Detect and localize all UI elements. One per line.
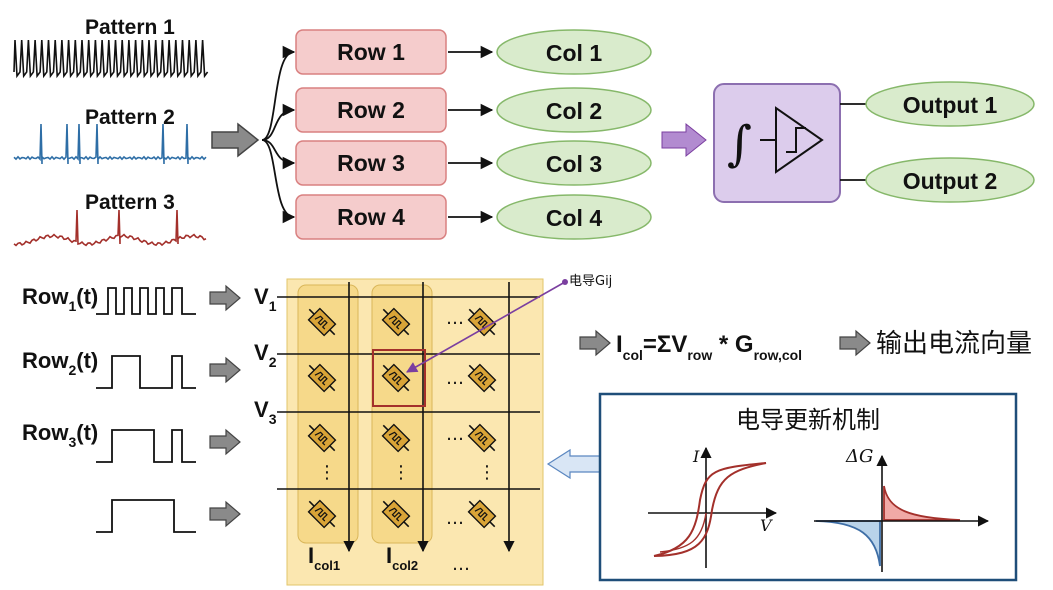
equation-arrow-icon bbox=[579, 329, 611, 357]
svg-text:Output 1: Output 1 bbox=[903, 92, 998, 118]
to-integrator-arrow-icon bbox=[661, 122, 707, 158]
row2-pulse-train bbox=[96, 355, 196, 389]
voltage-labels: V1 V2 V3 bbox=[254, 284, 277, 427]
row-box-3: Row 3 bbox=[295, 140, 447, 186]
svg-text:V2: V2 bbox=[254, 340, 277, 370]
crossbar-wires bbox=[277, 282, 540, 553]
svg-text:Row 1: Row 1 bbox=[337, 39, 405, 65]
svg-text:…: … bbox=[446, 508, 464, 529]
row2-arrow-icon bbox=[209, 356, 241, 384]
integrator-comparator-block: ∫ bbox=[713, 83, 841, 203]
memristor-device-r4-c2 bbox=[381, 499, 411, 529]
row-box-4: Row 4 bbox=[295, 194, 447, 240]
svg-text:Col 1: Col 1 bbox=[546, 40, 602, 66]
memristor-device-r1-c1 bbox=[307, 307, 337, 337]
svg-text:V: V bbox=[760, 516, 773, 535]
svg-text:Icol2: Icol2 bbox=[386, 543, 418, 573]
fan-out-lines bbox=[261, 45, 296, 224]
svg-text:Output 2: Output 2 bbox=[903, 168, 998, 194]
pattern-1-spike-train bbox=[13, 39, 209, 79]
svg-text:Col 4: Col 4 bbox=[546, 205, 602, 231]
svg-text:Col 2: Col 2 bbox=[546, 98, 602, 124]
svg-text:…: … bbox=[446, 308, 464, 329]
col-ellipse-4: Col 4 bbox=[496, 194, 652, 240]
memristor-device-r1-c3 bbox=[467, 307, 497, 337]
pattern-3-label: Pattern 3 bbox=[85, 191, 175, 214]
output-current-vector-label: 输出电流向量 bbox=[876, 329, 1032, 359]
svg-text:I: I bbox=[692, 447, 700, 466]
memristor-device-r3-c3 bbox=[467, 423, 497, 453]
memristor-device-r3-c1 bbox=[307, 423, 337, 453]
row4-pulse bbox=[96, 499, 196, 533]
output-ellipse-2: Output 2 bbox=[865, 157, 1035, 203]
pattern-1-label: Pattern 1 bbox=[85, 16, 175, 39]
feedback-arrow-icon bbox=[546, 448, 601, 480]
memristor-device-r4-c1 bbox=[307, 499, 337, 529]
col-ellipse-3: Col 3 bbox=[496, 140, 652, 186]
svg-text:…: … bbox=[452, 554, 470, 575]
svg-text:Row1(t): Row1(t) bbox=[22, 284, 98, 314]
svg-text:Row3(t): Row3(t) bbox=[22, 420, 98, 450]
pattern-3-spike-train bbox=[13, 209, 207, 247]
svg-text:…: … bbox=[446, 424, 464, 445]
comparator-icon bbox=[760, 106, 824, 174]
conductance-label: 电导Gij bbox=[569, 274, 612, 289]
col-ellipse-1: Col 1 bbox=[496, 29, 652, 75]
memristor-devices bbox=[307, 307, 497, 529]
output-ellipse-1: Output 1 bbox=[865, 81, 1035, 127]
svg-text:⋮: ⋮ bbox=[478, 462, 496, 483]
svg-text:V3: V3 bbox=[254, 397, 277, 427]
row-to-col-arrows bbox=[448, 45, 494, 224]
row1-arrow-icon bbox=[209, 284, 241, 312]
svg-text:⋮: ⋮ bbox=[318, 462, 336, 483]
iv-hysteresis-plot: I V bbox=[648, 446, 778, 568]
output-vector-arrow-icon bbox=[839, 329, 871, 357]
memristor-device-r2-c1 bbox=[307, 363, 337, 393]
row1-input-label: Row1(t) bbox=[22, 284, 98, 314]
conductance-change-plot: ΔG bbox=[814, 446, 990, 572]
crossbar-ellipsis: … … … … ⋮ ⋮ ⋮ … bbox=[318, 308, 496, 575]
memristor-device-r2-c3 bbox=[467, 363, 497, 393]
integrator-output-lines bbox=[840, 103, 866, 181]
svg-text:Col 3: Col 3 bbox=[546, 151, 602, 177]
row3-arrow-icon bbox=[209, 428, 241, 456]
svg-text:Row 3: Row 3 bbox=[337, 150, 405, 176]
update-panel-title: 电导更新机制 bbox=[736, 406, 880, 434]
memristor-device-r3-c2 bbox=[381, 423, 411, 453]
col-ellipse-2: Col 2 bbox=[496, 87, 652, 133]
svg-text:ΔG: ΔG bbox=[845, 446, 873, 467]
row3-pulse-train bbox=[96, 429, 196, 463]
pattern-2-spike-train bbox=[13, 123, 207, 165]
column-current-equation: Icol=ΣVrow * Grow,col bbox=[616, 331, 802, 363]
selected-conductance-cell bbox=[372, 349, 426, 407]
svg-text:⋮: ⋮ bbox=[392, 462, 410, 483]
svg-text:V1: V1 bbox=[254, 284, 277, 314]
conductance-update-panel bbox=[598, 392, 1018, 582]
conductance-pointer-arrow bbox=[406, 281, 566, 373]
memristor-device-r4-c3 bbox=[467, 499, 497, 529]
column-current-labels: Icol1 Icol2 bbox=[308, 543, 418, 573]
pattern-2-label: Pattern 2 bbox=[85, 106, 175, 129]
svg-text:Row2(t): Row2(t) bbox=[22, 348, 98, 378]
column-1-highlight bbox=[297, 284, 359, 544]
integral-symbol: ∫ bbox=[727, 116, 752, 172]
memristor-device-r1-c2 bbox=[381, 307, 411, 337]
svg-text:Row 4: Row 4 bbox=[337, 204, 405, 230]
row-box-1: Row 1 bbox=[295, 29, 447, 75]
svg-text:Icol1: Icol1 bbox=[308, 543, 340, 573]
row3-input-label: Row3(t) bbox=[22, 420, 98, 450]
memristor-device-r2-c2 bbox=[381, 363, 411, 393]
row4-arrow-icon bbox=[209, 500, 241, 528]
row1-pulse-train bbox=[96, 287, 196, 315]
conductance-pointer-dot bbox=[562, 279, 568, 285]
input-arrow-icon bbox=[211, 122, 260, 158]
svg-text:…: … bbox=[446, 368, 464, 389]
row-box-2: Row 2 bbox=[295, 87, 447, 133]
row2-input-label: Row2(t) bbox=[22, 348, 98, 378]
svg-text:Row 2: Row 2 bbox=[337, 97, 405, 123]
